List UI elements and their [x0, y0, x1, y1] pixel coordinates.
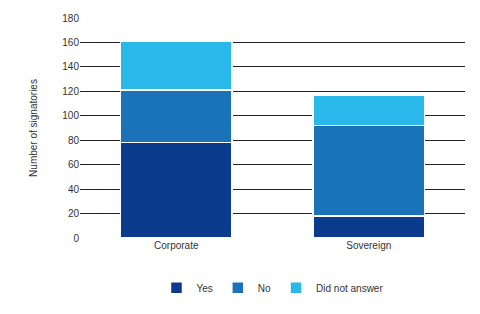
- svg-text:40: 40: [68, 184, 80, 195]
- svg-text:Did not answer: Did not answer: [316, 283, 383, 294]
- svg-text:0: 0: [73, 233, 79, 244]
- svg-text:Number of signatories: Number of signatories: [28, 79, 39, 177]
- svg-text:100: 100: [62, 110, 79, 121]
- svg-text:Corporate: Corporate: [154, 240, 199, 251]
- svg-text:60: 60: [68, 159, 80, 170]
- svg-text:120: 120: [62, 86, 79, 97]
- svg-text:180: 180: [62, 13, 79, 24]
- svg-text:140: 140: [62, 61, 79, 72]
- svg-text:Yes: Yes: [197, 283, 213, 294]
- svg-text:No: No: [258, 283, 271, 294]
- svg-text:160: 160: [62, 37, 79, 48]
- svg-text:Sovereign: Sovereign: [346, 240, 391, 251]
- svg-text:20: 20: [68, 208, 80, 219]
- svg-text:80: 80: [68, 135, 80, 146]
